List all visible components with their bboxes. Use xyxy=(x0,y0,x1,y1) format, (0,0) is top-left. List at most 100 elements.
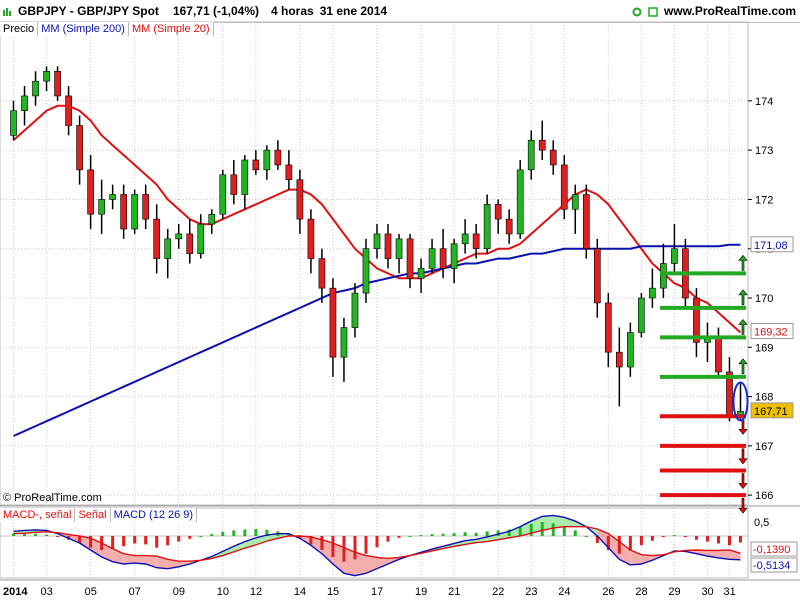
macd-histogram-bar xyxy=(386,536,390,542)
settings-icon[interactable] xyxy=(632,6,642,17)
macd-histogram-bar xyxy=(100,536,104,550)
macd-fill-area xyxy=(465,539,477,545)
x-tick-label: 31 xyxy=(723,586,735,598)
macd-fill-area xyxy=(46,530,58,534)
candle-body xyxy=(10,110,17,136)
candle-body xyxy=(682,248,689,299)
candle-body xyxy=(43,70,50,82)
macd-fill-area xyxy=(288,533,300,539)
candle-body xyxy=(230,174,238,195)
y-tick-label: 169 xyxy=(755,342,773,354)
macd-fill-area xyxy=(454,540,466,547)
macd-fill-area xyxy=(189,560,201,564)
down-arrow-icon xyxy=(738,497,748,514)
macd-histogram-bar xyxy=(507,529,511,536)
macd-histogram-bar xyxy=(364,536,368,554)
candle-body xyxy=(505,218,513,235)
macd-histogram-bar xyxy=(463,532,467,536)
chart-type-icon[interactable] xyxy=(2,6,12,16)
macd-fill-area xyxy=(707,550,719,558)
x-tick-label: 14 xyxy=(294,586,306,598)
macd-histogram-bar xyxy=(716,536,720,544)
tools-icon[interactable] xyxy=(648,6,658,17)
macd-fill-area xyxy=(410,552,422,556)
macd-fill-area xyxy=(509,526,521,538)
macd-fill-area xyxy=(674,550,686,552)
macd-fill-area xyxy=(112,548,124,564)
legend-ma20[interactable]: MM (Simple 20) xyxy=(128,22,214,36)
macd-histogram-bar xyxy=(155,536,159,548)
legend-macd-signal[interactable]: Señal xyxy=(75,508,111,522)
candle-body xyxy=(472,233,480,250)
macd-histogram-bar xyxy=(12,533,16,536)
highlight-ellipse xyxy=(732,381,749,422)
legend-ma200[interactable]: MM (Simple 200) xyxy=(38,22,129,36)
candle-body xyxy=(582,194,590,250)
macd-histogram-bar xyxy=(595,536,599,543)
candle-body xyxy=(737,411,744,417)
down-arrow-icon xyxy=(738,448,748,465)
chart-date: 31 ene 2014 xyxy=(319,4,388,18)
price-panel-frame xyxy=(0,21,749,506)
x-tick-label: 23 xyxy=(525,586,537,598)
x-tick-label: 03 xyxy=(41,586,53,598)
candle-body xyxy=(384,233,392,259)
x-tick-label: 19 xyxy=(415,586,427,598)
macd-fill-area xyxy=(421,549,433,554)
macd-histogram-bar xyxy=(89,536,93,548)
macd-fill-area xyxy=(597,529,609,548)
legend-price[interactable]: Precio xyxy=(0,22,39,36)
candle-body xyxy=(87,169,94,215)
x-tick-label: 28 xyxy=(635,586,647,598)
macd-fill-area xyxy=(68,534,80,543)
candle-body xyxy=(274,149,282,166)
candle-body xyxy=(715,337,722,373)
last-change: 167,71 (-1,04%) xyxy=(172,4,259,18)
candle-body xyxy=(285,164,293,181)
macd-fill-area xyxy=(211,551,223,559)
macd-histogram-bar xyxy=(232,530,236,536)
macd-histogram-bar xyxy=(320,536,324,550)
candle-body xyxy=(704,337,711,343)
x-tick-label: 09 xyxy=(173,586,185,598)
macd-fill-area xyxy=(343,547,355,576)
macd-histogram-bar xyxy=(694,536,698,540)
candle-body xyxy=(527,139,535,171)
macd-fill-area xyxy=(641,554,653,564)
candle-body xyxy=(362,248,370,294)
y-tick-label: 173 xyxy=(755,145,773,157)
x-tick-label: 15 xyxy=(327,586,339,598)
legend-macd-diff[interactable]: MACD-, señal xyxy=(0,508,76,522)
legend-macd-line[interactable]: MACD (12 26 9) xyxy=(110,508,198,522)
macd-fill-area xyxy=(553,515,565,529)
candle-body xyxy=(164,238,172,259)
macd-signal-value-tag: -0,1390 xyxy=(753,544,790,556)
candle-body xyxy=(627,332,634,368)
macd-fill-area xyxy=(729,550,741,560)
symbol-title: GBPJPY - GBP/JPY Spot xyxy=(18,4,159,18)
candle-body xyxy=(461,233,469,245)
candle-body xyxy=(494,204,502,220)
copyright: © ProRealTime.com xyxy=(3,492,102,504)
up-arrow-icon xyxy=(738,358,748,375)
candle-body xyxy=(318,258,326,289)
macd-histogram-bar xyxy=(276,531,280,536)
candle-body xyxy=(351,292,359,328)
up-arrow-icon xyxy=(738,318,748,335)
macd-histogram-bar xyxy=(342,536,346,562)
macd-fill-area xyxy=(630,550,642,565)
x-tick-label: 24 xyxy=(558,586,570,598)
candle-body xyxy=(296,179,304,220)
site-url[interactable]: www.ProRealTime.com xyxy=(663,4,796,18)
ma20-value-tag-box xyxy=(750,323,794,340)
candle-body xyxy=(693,297,700,343)
ma20-line xyxy=(12,104,742,334)
macd-histogram-bar xyxy=(606,536,610,550)
candle-body xyxy=(120,194,127,230)
macd-fill-area xyxy=(663,550,675,556)
macd-histogram-bar xyxy=(540,522,544,536)
macd-fill-area xyxy=(200,556,212,561)
macd-fill-area xyxy=(310,536,322,554)
macd-fill-area xyxy=(388,557,400,564)
